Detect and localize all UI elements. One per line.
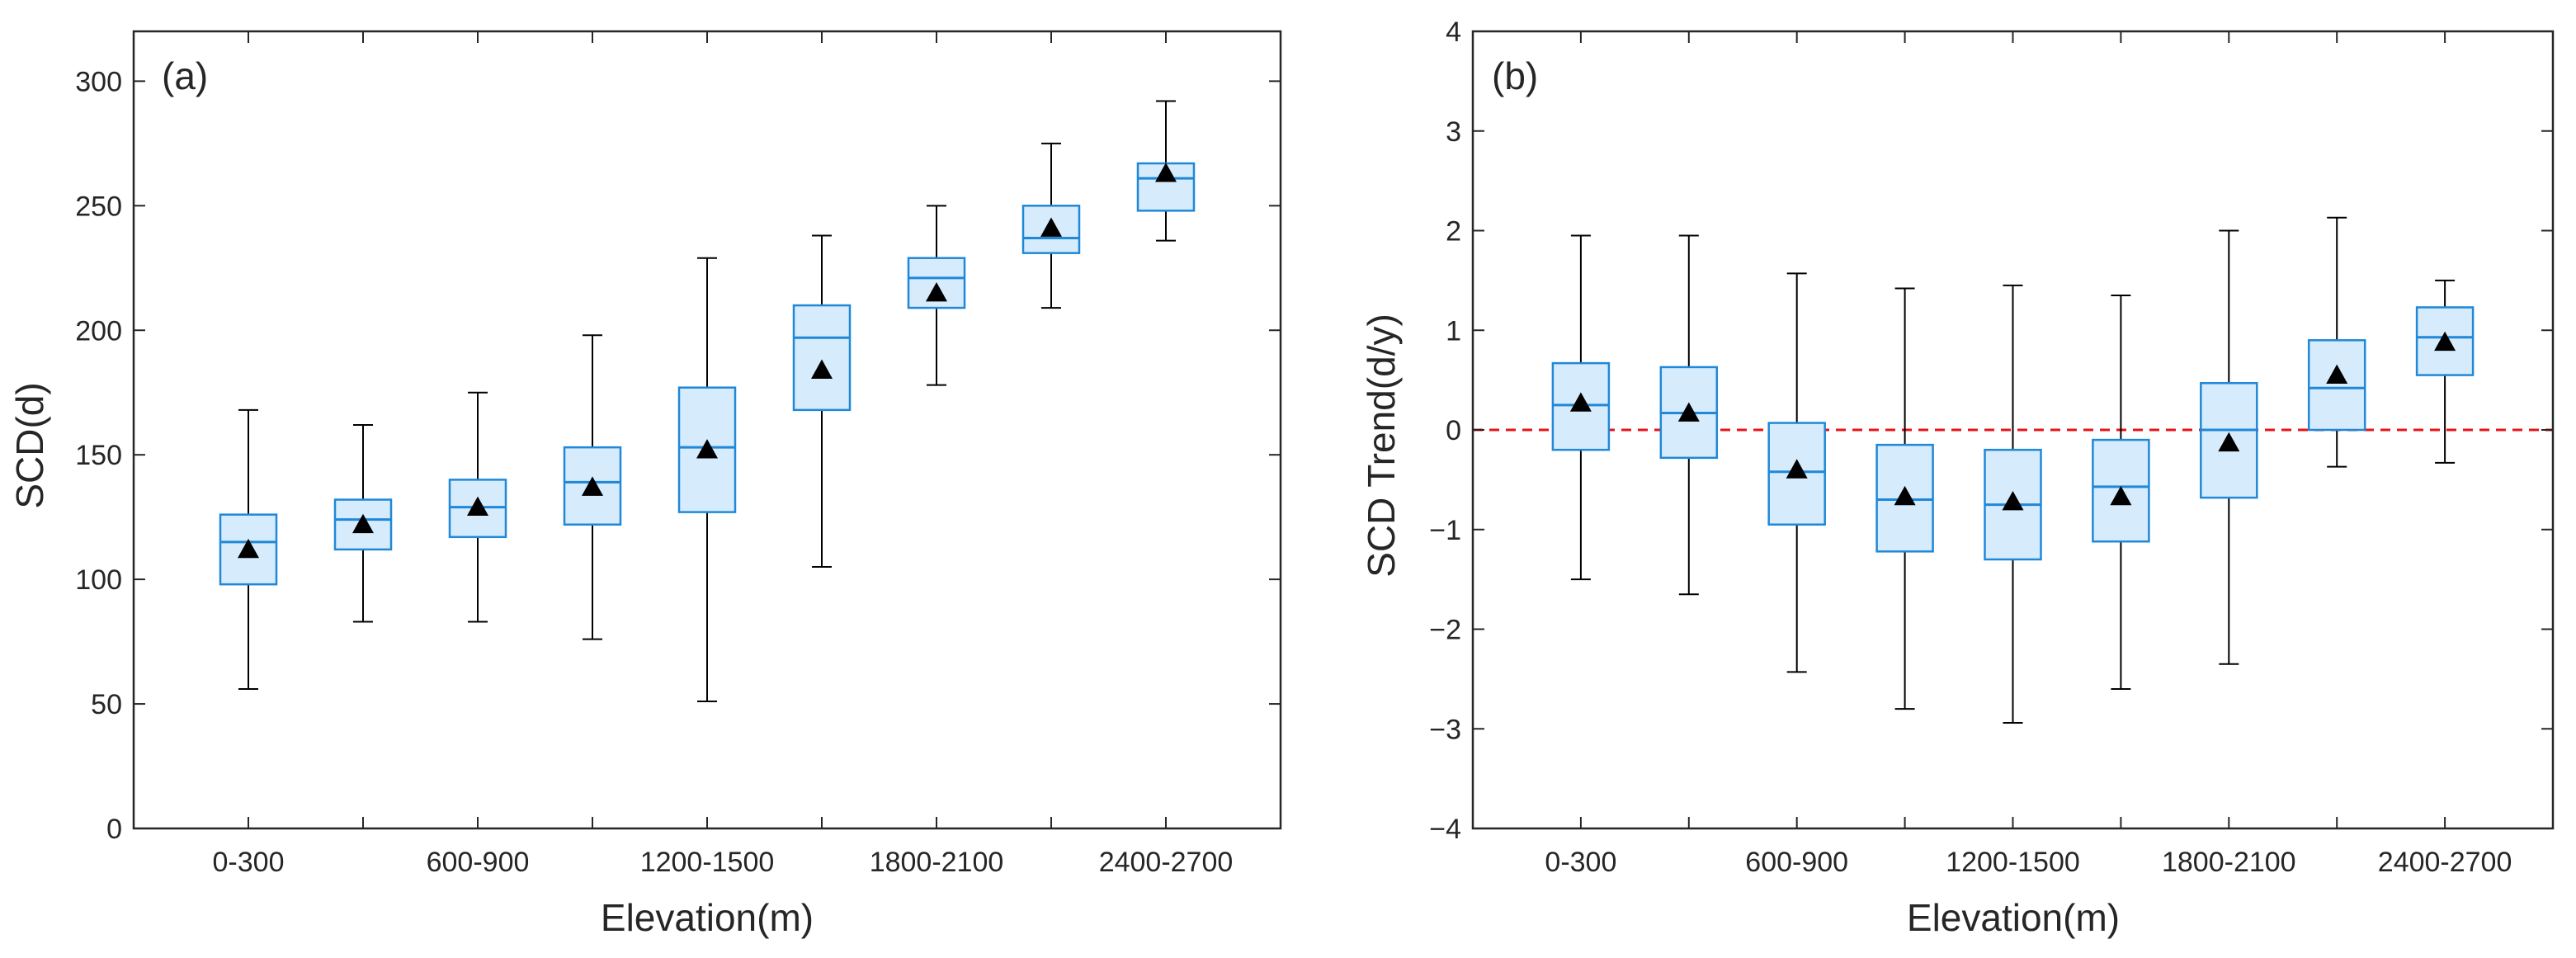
panel-a-x-tick-label: 1800-2100 [870,847,1004,878]
panel-b-y-tick-label: 1 [1446,315,1461,347]
panel-b-mean-marker [2326,364,2348,384]
panel-a-box-5 [677,257,737,703]
panel-b-mean-marker [1894,485,1916,506]
panel-a-box-6 [792,234,852,569]
panel-b-x-tick-label: 0-300 [1545,847,1616,878]
panel-b-mean-marker [2434,331,2456,352]
panel-a-x-tick-label: 1200-1500 [640,847,775,878]
panel-b-label: (b) [1492,54,1538,97]
panel-b-iqr-box [2307,339,2366,432]
panel-a-box-9 [1136,100,1196,242]
panel-a-mean-marker [1155,163,1177,182]
panel-b-y-tick-label: −1 [1429,515,1461,546]
panel-a-mean-marker [696,439,718,459]
panel-a-mean-marker [352,513,374,534]
panel-b-box-6 [2092,294,2150,690]
panel-a-mean-marker [1040,217,1062,237]
panel-b-y-tick-label: −4 [1429,814,1461,845]
panel-b-mean-marker [1569,392,1592,412]
panel-a-box-3 [448,391,507,623]
panel-a-label: (a) [162,54,208,97]
panel-a-y-tick-label: 300 [75,66,122,97]
panel-a-x-tick-label: 0-300 [213,847,285,878]
panel-b-mean-marker [2110,485,2132,506]
panel-a-chart: (a) Elevation(m) SCD(d) 0 50 100 150 200 250 3… [8,30,1282,939]
panel-b-y-tick-label: 2 [1446,216,1461,248]
panel-a-y-tick-label: 150 [75,440,122,471]
panel-b-box-5 [1984,284,2042,724]
panel-b-x-tick-label: 1200-1500 [1946,847,2080,878]
panel-b-x-tick-label: 1800-2100 [2162,847,2296,878]
panel-a-box-8 [1021,142,1081,309]
panel-b-box-7 [2200,229,2258,665]
panel-b-y-axis-label: SCD Trend(d/y) [1360,314,1403,578]
panel-b-box-4 [1875,287,1934,710]
panel-b-y-tick-label: −2 [1429,615,1461,646]
panel-a-mean-marker [811,359,833,379]
panel-a-y-tick-label: 100 [75,564,122,596]
panel-a-y-tick-label: 250 [75,191,122,222]
panel-b-box-8 [2307,216,2366,468]
panel-a-box-2 [333,423,393,623]
panel-b-y-tick-label: 3 [1446,116,1461,148]
panel-a-box-1 [219,408,278,690]
panel-a-x-axis-label: Elevation(m) [601,896,814,939]
panel-b-box-2 [1659,234,1719,596]
panel-b-x-tick-label: 2400-2700 [2378,847,2512,878]
panel-a-iqr-box [792,304,852,412]
panel-a-box-7 [907,205,966,386]
panel-a-y-tick-label: 50 [91,689,122,720]
panel-b-x-axis-label: Elevation(m) [1907,896,2120,939]
panel-a-x-tick-label: 2400-2700 [1099,847,1234,878]
panel-a-box-4 [563,334,622,640]
panel-b-box-9 [2415,279,2475,464]
panel-b-y-tick-label: −3 [1429,714,1461,745]
panel-a-mean-marker [582,476,603,496]
panel-a-mean-marker [926,281,947,302]
panel-b-x-tick-label: 600-900 [1745,847,1848,878]
panel-a-y-tick-label: 200 [75,315,122,347]
panel-b-mean-marker [2218,432,2240,452]
panel-a-y-tick-label: 0 [106,814,122,845]
panel-b-mean-marker [2002,490,2024,511]
panel-a-x-tick-label: 600-900 [427,847,530,878]
panel-b-box-3 [1767,272,1826,673]
panel-b-y-tick-label: 0 [1446,415,1461,446]
panel-b-y-tick-label: 4 [1446,17,1461,48]
panel-a-y-axis-label: SCD(d) [8,382,51,508]
panel-a-mean-marker [238,538,259,559]
panel-b-box-1 [1551,234,1611,581]
panel-a-mean-marker [467,496,488,516]
panel-b-mean-marker [1786,459,1808,479]
panel-b-mean-marker [1677,402,1700,422]
panel-b-chart: (b) Elevation(m) SCD Trend(d/y) −4 −3 −2 −1… [1360,17,2555,939]
